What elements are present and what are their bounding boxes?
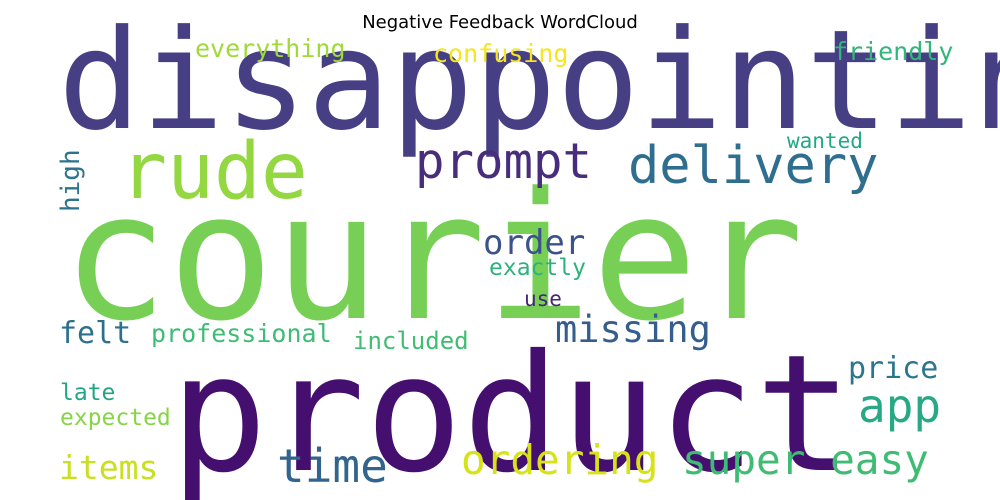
word-ordering: ordering [461, 436, 658, 484]
word-expected: expected [60, 405, 171, 431]
word-prompt: prompt [415, 133, 592, 190]
word-missing: missing [555, 308, 711, 351]
word-time: time [277, 439, 388, 493]
word-professional: professional [151, 319, 332, 348]
word-late: late [60, 380, 115, 406]
word-high: high [56, 149, 86, 212]
word-exactly: exactly [489, 255, 586, 281]
word-confusing: confusing [433, 39, 568, 68]
word-price: price [848, 351, 938, 386]
word-felt: felt [59, 316, 131, 351]
word-everything: everything [195, 34, 346, 63]
word-courier: courier [62, 155, 804, 360]
word-included: included [353, 327, 469, 355]
word-items: items [59, 448, 158, 487]
word-super-easy: super easy [682, 436, 929, 484]
word-use: use [524, 287, 562, 311]
word-delivery: delivery [628, 136, 878, 196]
word-order: order [483, 223, 585, 263]
chart-title: Negative Feedback WordCloud [362, 12, 638, 33]
word-friendly: friendly [833, 37, 953, 66]
word-product: product [170, 321, 853, 500]
word-app: app [858, 379, 941, 433]
word-disappointing: disappointing [58, 0, 1000, 161]
word-rude: rude [120, 127, 308, 217]
word-wanted: wanted [787, 129, 863, 153]
